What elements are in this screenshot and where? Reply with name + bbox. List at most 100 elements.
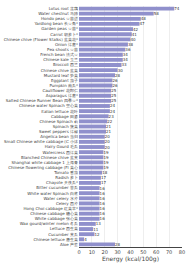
svg-text:Garden peas 豆苗*: Garden peas 豆苗* xyxy=(41,26,78,31)
svg-text:16: 16 xyxy=(100,186,106,191)
svg-text:Onion 洋葱*: Onion 洋葱* xyxy=(55,42,78,47)
svg-text:Hondo peas 豆苗进: Hondo peas 豆苗进 xyxy=(41,16,78,21)
svg-text:60: 60 xyxy=(153,249,159,255)
svg-text:Cucumber 黄瓜: Cucumber 黄瓜 xyxy=(48,232,78,237)
svg-text:30: 30 xyxy=(118,68,124,73)
svg-text:Chinese chive 韭菜: Chinese chive 韭菜 xyxy=(41,68,78,73)
svg-text:Pumpkin 南瓜*: Pumpkin 南瓜* xyxy=(49,83,78,88)
svg-text:0: 0 xyxy=(77,249,80,255)
svg-text:34: 34 xyxy=(123,52,129,57)
svg-text:Wax gourd/winter melon 冬瓜: Wax gourd/winter melon 冬瓜 xyxy=(20,221,78,226)
svg-text:Chinese kale 玉兰: Chinese kale 玉兰 xyxy=(43,57,78,62)
svg-text:19: 19 xyxy=(103,150,109,155)
svg-text:16: 16 xyxy=(100,206,106,211)
svg-text:Eggplant 茄子: Eggplant 茄子 xyxy=(51,78,78,83)
svg-text:Angelica bean 当归: Angelica bean 当归 xyxy=(40,134,78,139)
svg-text:Chinese cabbage 糖心菜: Chinese cabbage 糖心菜 xyxy=(30,211,78,216)
svg-text:25: 25 xyxy=(111,88,117,93)
svg-text:41: 41 xyxy=(132,32,138,37)
svg-text:24: 24 xyxy=(110,103,116,108)
svg-text:28: 28 xyxy=(115,242,121,247)
svg-text:Cauliflower 花郎仁: Cauliflower 花郎仁 xyxy=(42,88,78,93)
svg-text:Radish 萝卜: Radish 萝卜 xyxy=(55,175,78,180)
svg-text:Chinese flowering cabbage (Fl: Chinese flowering cabbage (Fl 菜心 xyxy=(8,165,78,170)
svg-text:Chinese chive (Flower Stalks): Chinese chive (Flower Stalks) 韭菜花* xyxy=(4,37,78,42)
svg-text:36: 36 xyxy=(125,47,131,52)
svg-text:58: 58 xyxy=(154,11,160,16)
svg-text:38: 38 xyxy=(128,42,134,47)
svg-text:74: 74 xyxy=(174,6,180,11)
svg-text:Hong Choi cabbage 红菜苹*: Hong Choi cabbage 红菜苹* xyxy=(24,206,78,211)
svg-text:Small Chinese white cabbage (C: Small Chinese white cabbage (C 小沫 xyxy=(4,139,78,144)
svg-text:40: 40 xyxy=(127,249,133,255)
svg-text:Hairy Gourd 毛瓜: Hairy Gourd 毛瓜 xyxy=(45,144,78,149)
svg-text:20: 20 xyxy=(102,249,108,255)
svg-text:Bitter cucumber 苦瓜: Bitter cucumber 苦瓜 xyxy=(36,185,78,190)
svg-text:16: 16 xyxy=(100,201,106,206)
svg-text:Broccoli 西兰: Broccoli 西兰 xyxy=(53,62,78,67)
svg-text:10: 10 xyxy=(89,249,95,255)
svg-text:Spinach 菠菜: Spinach 菠菜 xyxy=(53,124,78,129)
svg-text:Blanched Chinese chive 韭黄: Blanched Chinese chive 韭黄 xyxy=(21,155,78,160)
svg-text:16: 16 xyxy=(100,196,106,201)
svg-text:Carrot 胡萝卜*: Carrot 胡萝卜* xyxy=(50,32,78,37)
svg-text:Lotus root 莲藕: Lotus root 莲藕 xyxy=(49,6,78,11)
svg-text:11: 11 xyxy=(93,227,99,232)
svg-text:Pea shoots 豆苗: Pea shoots 豆苗 xyxy=(47,47,78,52)
svg-text:80: 80 xyxy=(179,249,185,255)
svg-text:28: 28 xyxy=(115,73,121,78)
svg-text:Celery 西芹: Celery 西芹 xyxy=(56,201,78,206)
svg-text:25: 25 xyxy=(111,98,117,103)
svg-text:48: 48 xyxy=(141,16,147,21)
svg-text:34: 34 xyxy=(123,57,129,62)
svg-text:20: 20 xyxy=(105,139,111,144)
svg-text:Water chestnut 马蹄: Water chestnut 马蹄 xyxy=(38,11,78,16)
svg-text:26: 26 xyxy=(112,83,118,88)
svg-text:French bean 法式豆: French bean 法式豆 xyxy=(40,52,78,57)
svg-text:16: 16 xyxy=(100,211,106,216)
svg-text:19: 19 xyxy=(103,165,109,170)
svg-text:22: 22 xyxy=(107,119,113,124)
svg-text:17: 17 xyxy=(101,175,107,180)
svg-text:Sweet peppers 洋椒: Sweet peppers 洋椒 xyxy=(39,129,78,134)
svg-text:17: 17 xyxy=(101,180,107,185)
svg-text:Chinese water Spinach 空心菜: Chinese water Spinach 空心菜 xyxy=(19,103,78,108)
svg-text:Chinese Spinach 莉: Chinese Spinach 莉 xyxy=(40,119,78,124)
svg-text:20: 20 xyxy=(105,134,111,139)
svg-text:Aloe 芦荟: Aloe 芦荟 xyxy=(60,242,78,247)
svg-text:21: 21 xyxy=(106,124,112,129)
svg-text:Cabbage 田婆: Cabbage 田婆 xyxy=(51,114,78,119)
svg-text:33: 33 xyxy=(121,62,127,67)
svg-text:Chinese lettuce 唐生菜: Chinese lettuce 唐生菜 xyxy=(34,237,78,242)
svg-text:30: 30 xyxy=(114,249,120,255)
svg-text:White water Spinach 白蒋: White water Spinach 白蒋 xyxy=(27,191,78,196)
svg-text:26: 26 xyxy=(112,78,118,83)
svg-text:18: 18 xyxy=(102,170,108,175)
svg-text:42: 42 xyxy=(133,27,139,32)
svg-text:Chayote 天佚瓜*: Chayote 天佚瓜* xyxy=(46,180,78,185)
svg-text:Shanghai white cabbage 1 上海青: Shanghai white cabbage 1 上海青 xyxy=(12,160,78,165)
svg-text:Italian lettuce 花叶: Italian lettuce 花叶 xyxy=(41,109,78,114)
svg-text:Tomato 番茄: Tomato 番茄 xyxy=(53,170,78,175)
svg-text:Watercress 西洋菜: Watercress 西洋菜 xyxy=(43,150,78,155)
svg-text:White cabbage 张心菜: White cabbage 张心菜 xyxy=(35,216,78,221)
svg-text:Energy (kcal/100g): Energy (kcal/100g) xyxy=(102,255,159,263)
svg-text:Asparagus 洋葱*: Asparagus 洋葱* xyxy=(46,93,78,98)
svg-text:19: 19 xyxy=(103,160,109,165)
svg-text:Mustard leaf 笋菜: Mustard leaf 笋菜 xyxy=(44,73,78,78)
svg-text:Water celery 水芹: Water celery 水芹 xyxy=(43,196,78,201)
svg-text:16: 16 xyxy=(100,216,106,221)
svg-text:19: 19 xyxy=(103,155,109,160)
svg-text:20: 20 xyxy=(105,145,111,150)
svg-text:40: 40 xyxy=(131,37,137,42)
svg-text:25: 25 xyxy=(111,93,117,98)
svg-text:Salted Chinese Runner Bean 四季豆: Salted Chinese Runner Bean 四季豆* xyxy=(6,98,78,103)
svg-text:4: 4 xyxy=(84,237,87,242)
svg-text:16: 16 xyxy=(100,191,106,196)
svg-text:23: 23 xyxy=(109,114,115,119)
svg-text:21: 21 xyxy=(106,129,112,134)
svg-text:12: 12 xyxy=(94,232,100,237)
svg-text:24: 24 xyxy=(110,109,116,114)
svg-text:Lettuce 西生菜: Lettuce 西生菜 xyxy=(50,226,78,231)
svg-text:70: 70 xyxy=(166,249,172,255)
